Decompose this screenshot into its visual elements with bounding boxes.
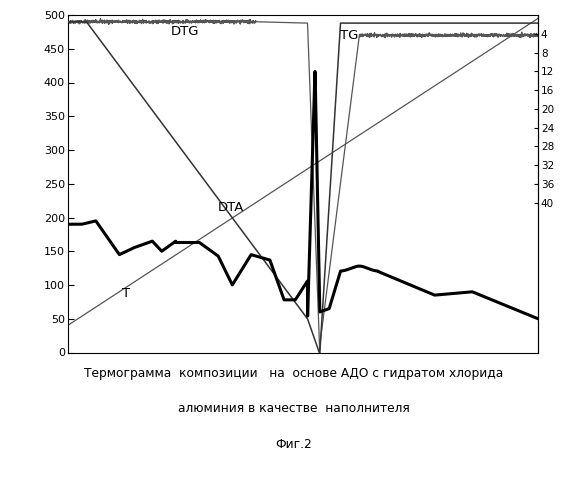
Text: алюминия в качестве  наполнителя: алюминия в качестве наполнителя <box>178 402 410 415</box>
Text: T: T <box>122 287 131 300</box>
Text: Термограмма  композиции   на  основе АДО с гидратом хлорида: Термограмма композиции на основе АДО с г… <box>84 368 504 380</box>
Text: Фиг.2: Фиг.2 <box>276 438 312 450</box>
Text: DTA: DTA <box>218 200 245 214</box>
Text: TG: TG <box>340 28 359 42</box>
Text: DTG: DTG <box>171 25 199 38</box>
